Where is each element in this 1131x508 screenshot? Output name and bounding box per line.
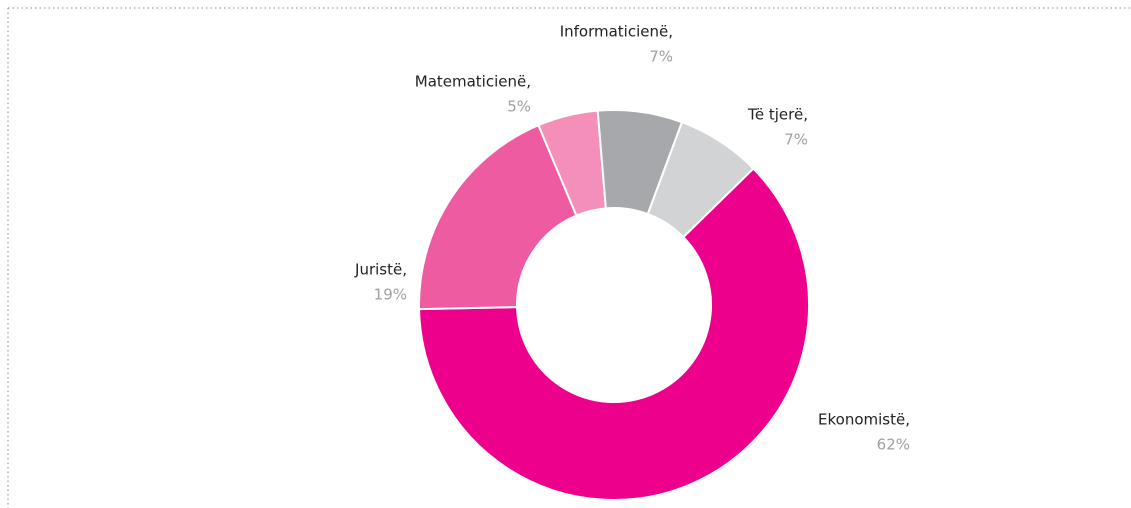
- slice-value: 19%: [374, 286, 407, 304]
- slice-label: Të tjerë,: [747, 106, 808, 124]
- slice-label: Juristë,: [354, 261, 407, 279]
- slice-value: 7%: [649, 48, 673, 66]
- slice-value: 62%: [877, 436, 910, 454]
- slice-label: Matematicienë,: [415, 73, 531, 91]
- slice-value: 7%: [784, 131, 808, 149]
- slice: [418, 123, 578, 311]
- slice: [646, 120, 755, 239]
- slice-label: Informaticienë,: [560, 23, 673, 41]
- slice-label: Ekonomistë,: [818, 411, 910, 429]
- slice: [418, 167, 810, 501]
- slice-value: 5%: [507, 98, 531, 116]
